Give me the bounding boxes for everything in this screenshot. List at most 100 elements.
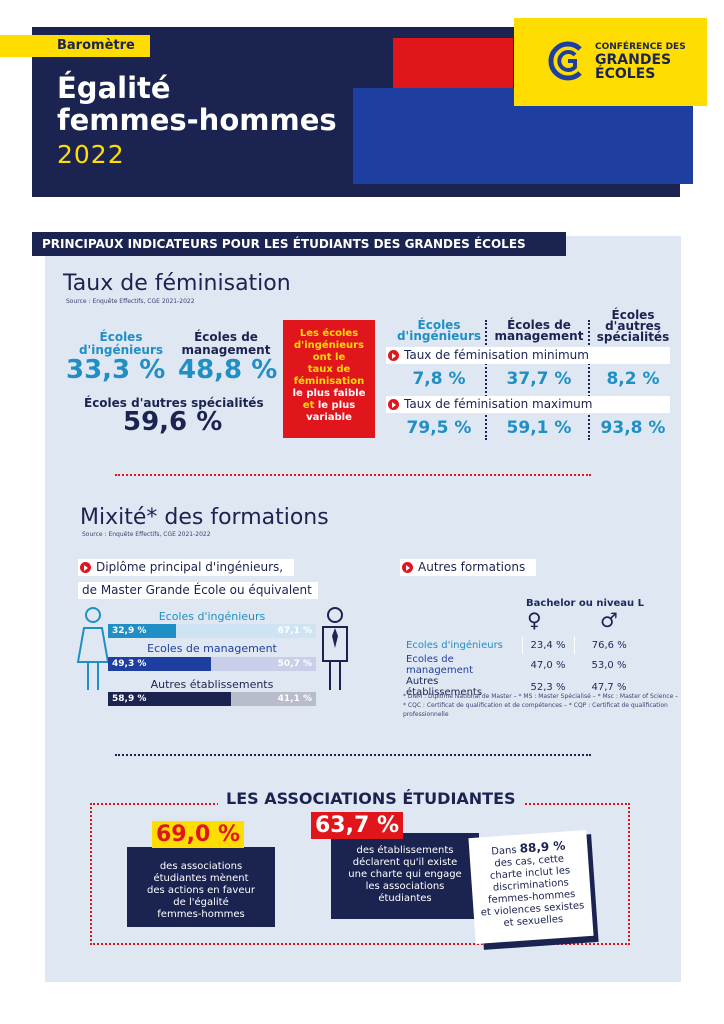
col-header-autres: Écoles d'autres spécialités (592, 308, 674, 343)
red-callout-line: féminisation (293, 376, 365, 387)
max-value-ing: 79,5 % (406, 418, 472, 438)
stat1-line: étudiantes mènent (153, 873, 249, 884)
col-header-line: Écoles (611, 308, 655, 322)
stat2-line: une charte qui engage (348, 869, 462, 880)
bar-men-segment: 67,1 % (176, 624, 316, 638)
bar-women-value: 58,9 % (112, 694, 147, 704)
stat3-prefix: Dans (490, 844, 517, 858)
min-label-text: Taux de féminisation minimum (404, 348, 589, 362)
col-header-line: d'ingénieurs (396, 329, 482, 343)
stat1-value: 69,0 % (152, 821, 244, 848)
red-callout-word: le plus (317, 400, 356, 411)
red-callout: Les écoles d'ingénieurs ont le taux de f… (283, 320, 375, 438)
bar-men-segment: 41,1 % (231, 692, 316, 706)
arrow-bullet-icon (80, 562, 91, 573)
mgmt-value: 48,8 % (178, 355, 278, 385)
associations-title: LES ASSOCIATIONS ÉTUDIANTES (218, 789, 524, 808)
row-female: 52,3 % (530, 681, 566, 693)
arrow-bullet-icon (388, 350, 399, 361)
col-header-line: Écoles (417, 318, 461, 332)
autres-label: Écoles d'autres spécialités (84, 396, 264, 410)
bar-label-autres: Autres établissements (150, 678, 274, 691)
max-label-text: Taux de féminisation maximum (404, 397, 593, 411)
autres-formations-text: Autres formations (418, 560, 526, 574)
red-callout-line: taux de (307, 364, 351, 375)
bar-label-mgmt: Ecoles de management (147, 642, 277, 655)
bachelor-table: Ecoles d'ingénieurs 23,4 % 76,6 % Ecoles… (400, 637, 644, 698)
stat3-card: Dans 88,9 % des cas, cette charte inclut… (468, 830, 594, 944)
red-callout-line: d'ingénieurs (293, 340, 365, 351)
row-male: 53,0 % (591, 659, 627, 671)
separator-dotted (115, 474, 591, 476)
col-header-line: d'autres (605, 319, 661, 333)
row-female: 23,4 % (521, 637, 574, 654)
arrow-bullet-icon (388, 399, 399, 410)
mixite-left-label-1: Diplôme principal d'ingénieurs, (78, 559, 294, 576)
logo-box (514, 18, 707, 106)
bar-women-value: 49,3 % (112, 659, 147, 669)
stat2-box: des établissements déclarent qu'il exist… (331, 833, 479, 919)
gender-bar-mgmt: 49,3 % 50,7 % (108, 657, 316, 671)
cge-logo-icon (548, 41, 582, 81)
stat2-value: 63,7 % (311, 812, 403, 839)
female-symbol-icon: ♀ (527, 608, 542, 632)
arrow-bullet-icon (402, 562, 413, 573)
row-label: Ecoles d'ingénieurs (406, 640, 503, 651)
stat1-line: femmes-hommes (157, 909, 245, 920)
max-label: Taux de féminisation maximum (386, 396, 670, 413)
mixite-left-label-2: de Master Grande École ou équivalent (78, 582, 318, 599)
red-callout-line: le plus faible (292, 388, 366, 399)
stat2-line: déclarent qu'il existe (352, 857, 458, 868)
red-callout-line: Les écoles (299, 328, 359, 339)
mixite-source: Source : Enquête Effectifs, CGE 2021-202… (82, 531, 211, 538)
separator-dotted (115, 754, 591, 756)
year: 2022 (57, 140, 125, 169)
bar-women-segment: 49,3 % (108, 657, 211, 671)
col-header-line: management (494, 329, 584, 343)
stat1-line: de l'égalité (173, 897, 229, 908)
mgmt-label-2: management (181, 343, 271, 357)
stat2-line: des établissements (356, 845, 454, 856)
gender-bar-ing: 32,9 % 67,1 % (108, 624, 316, 638)
col-header-ing: Écoles d'ingénieurs (394, 318, 484, 343)
male-symbol-icon: ♂ (600, 608, 618, 632)
ing-value: 33,3 % (66, 355, 166, 385)
autres-formations-label: Autres formations (400, 559, 536, 576)
section-band: PRINCIPAUX INDICATEURS POUR LES ÉTUDIANT… (32, 232, 566, 256)
divider-dotted (588, 320, 590, 440)
stat2-line: étudiantes (378, 893, 432, 904)
min-label: Taux de féminisation minimum (386, 347, 670, 364)
ing-label-2: d'ingénieurs (78, 343, 164, 357)
row-label: Autres établissements (406, 676, 483, 698)
logo-line-1: CONFÉRENCE DES (595, 42, 686, 52)
barometre-tag: Baromètre (0, 35, 150, 57)
decor-red-block (393, 38, 513, 90)
bar-men-segment: 50,7 % (211, 657, 316, 671)
row-label: Ecoles de management (406, 654, 473, 676)
bar-women-segment: 32,9 % (108, 624, 176, 638)
bar-men-value: 41,1 % (277, 694, 312, 704)
table-row: Ecoles de management 47,0 % 53,0 % (400, 654, 644, 676)
col-header-line: Écoles de (507, 318, 571, 332)
logo-line-2: GRANDES (595, 52, 672, 68)
divider-dotted (485, 320, 487, 440)
bar-women-segment: 58,9 % (108, 692, 231, 706)
ing-label-1: Écoles (99, 330, 143, 344)
red-callout-word: et (302, 400, 315, 411)
gender-bar-autres: 58,9 % 41,1 % (108, 692, 316, 706)
mgmt-label: Écoles de management (178, 331, 274, 357)
title-line-1: Égalité (57, 71, 171, 105)
bar-label-ing: Ecoles d'ingénieurs (158, 610, 266, 623)
bar-men-value: 50,7 % (277, 659, 312, 669)
logo-text: CONFÉRENCE DES GRANDES ÉCOLES (595, 42, 686, 81)
autres-value: 59,6 % (123, 407, 223, 437)
row-male: 76,6 % (573, 637, 644, 654)
bar-women-value: 32,9 % (112, 626, 147, 636)
woman-figure-icon (76, 607, 110, 690)
table-row: Ecoles d'ingénieurs 23,4 % 76,6 % (400, 637, 644, 654)
feminisation-title: Taux de féminisation (63, 271, 291, 296)
ing-label: Écoles d'ingénieurs (72, 331, 170, 357)
man-figure-icon (322, 607, 348, 690)
logo-line-3: ÉCOLES (595, 66, 656, 82)
bachelor-header: Bachelor ou niveau L (526, 598, 644, 609)
